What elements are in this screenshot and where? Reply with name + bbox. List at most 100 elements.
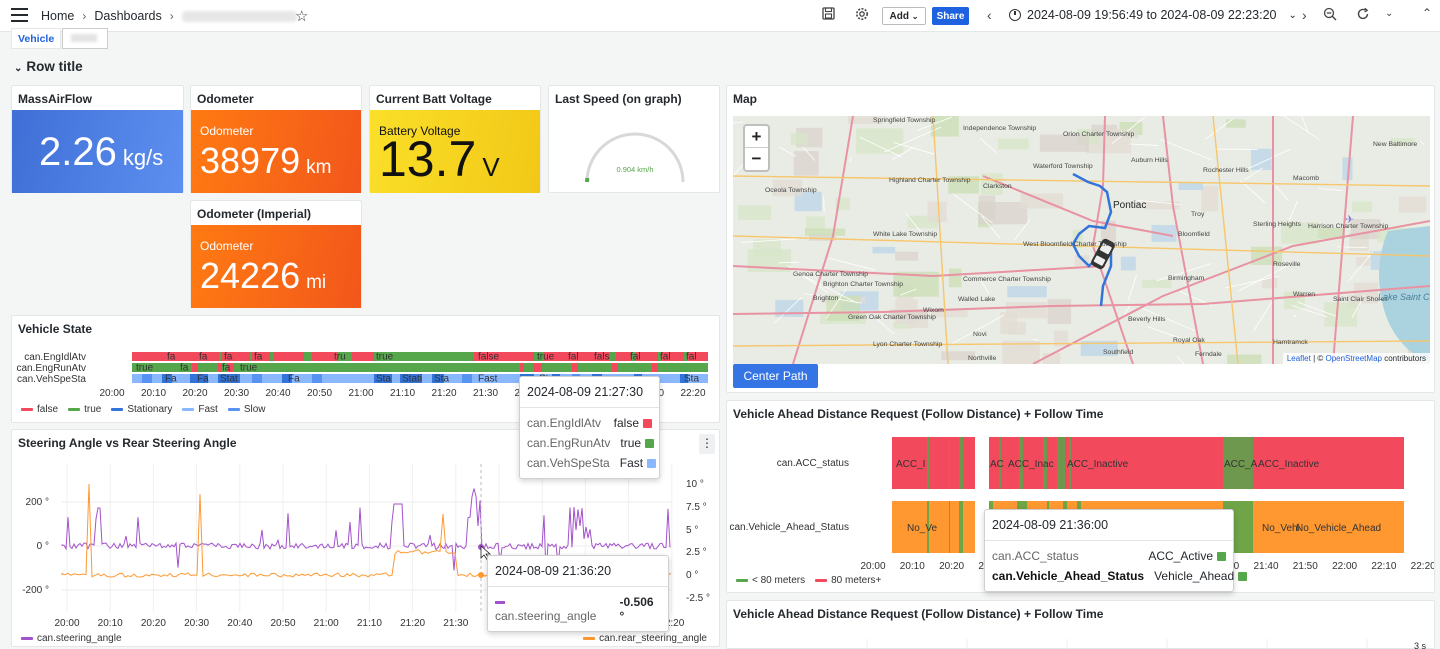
chevron-right-icon: › [169, 9, 174, 23]
refresh-icon[interactable] [1356, 7, 1370, 24]
map-attribution: Leaflet | © OpenStreetMap contributors [1282, 353, 1430, 364]
map-place-label: Commerce Charter Township [963, 276, 1051, 283]
map-place-label: Royal Oak [1173, 337, 1205, 344]
zoom-out-button[interactable]: − [751, 149, 762, 168]
refresh-interval-chevron-icon[interactable]: ⌄ [1385, 8, 1394, 19]
y-tick-label-right: 7.5 ° [686, 502, 707, 513]
panel-follow-distance: Vehicle Ahead Distance Request (Follow D… [726, 400, 1435, 593]
x-tick-label: 21:20 [431, 388, 456, 399]
gear-icon[interactable] [855, 7, 869, 24]
time-range-text: 2024-08-09 19:56:49 to 2024-08-09 22:23:… [1027, 8, 1277, 22]
legend-item[interactable]: < 80 meters [736, 575, 805, 586]
row-label: can.Vehicle_Ahead_Status [729, 522, 849, 533]
segment-label: ACC_I [896, 459, 925, 470]
segment-label: Sta [684, 374, 699, 385]
row-label: can.EngRunAtv [17, 363, 87, 374]
steering-line [61, 488, 671, 575]
y-tick-label-right: -2.5 ° [686, 593, 710, 604]
panel-title: Vehicle Ahead Distance Request (Follow D… [733, 407, 1104, 421]
segment-label: Fa [165, 374, 177, 385]
add-button[interactable]: Add ⌄ [882, 7, 926, 25]
menu-icon[interactable] [11, 8, 28, 22]
legend-item[interactable]: Stationary [111, 404, 172, 415]
time-back-icon[interactable]: ‹ [987, 7, 992, 23]
star-icon[interactable]: ☆ [295, 8, 309, 25]
segment-label: AC [990, 459, 1004, 470]
breadcrumb-dashboard-title[interactable] [181, 10, 297, 22]
segment-label: fa [167, 352, 176, 363]
legend-item[interactable]: Fast [182, 404, 218, 415]
clock-icon [1009, 9, 1021, 21]
panel-follow-distance-2: Vehicle Ahead Distance Request (Follow D… [726, 600, 1435, 649]
panel-map: Map [726, 85, 1435, 393]
leaflet-link[interactable]: Leaflet [1286, 354, 1311, 363]
center-path-button[interactable]: Center Path [733, 364, 818, 388]
map-place-label: Clarkston [983, 183, 1012, 190]
map-place-label: Springfield Township [873, 117, 935, 124]
legend: false true Stationary Fast Slow [21, 404, 266, 415]
segment-label: Stati [402, 374, 422, 385]
panel-menu-icon[interactable]: ⋮ [699, 434, 715, 454]
panel-odometer-imperial: Odometer (Imperial) Odometer 24226 mi [190, 200, 362, 308]
legend-item[interactable]: Slow [227, 404, 266, 415]
segment-label: Fast [478, 374, 498, 385]
segment-label: Fa [197, 374, 209, 385]
x-tick-label: 22:20 [680, 388, 705, 399]
tooltip-row: can.EngIdlAtv false [520, 413, 659, 433]
map-place-label: Hamtramck [1273, 339, 1308, 346]
breadcrumb-home[interactable]: Home [41, 9, 75, 23]
x-tick-label: 20:20 [939, 561, 964, 572]
row-label: can.VehSpeSta [17, 374, 86, 385]
zoom-out-icon[interactable] [1323, 7, 1337, 24]
map-place-label: Waterford Township [1033, 163, 1093, 170]
row-title[interactable]: ⌄ Row title [14, 59, 83, 74]
segment-label: No_Vehi [1262, 523, 1300, 534]
map-place-label: Pontiac [1113, 200, 1146, 211]
map-place-label: Southfield [1103, 349, 1133, 356]
segment-label: fals [594, 352, 610, 363]
stat-value-box: 2.26 kg/s [12, 110, 183, 193]
x-tick-label: 21:00 [314, 618, 339, 629]
variable-select-vehicle[interactable] [62, 28, 109, 49]
legend: can.rear_steering_angle [583, 633, 707, 644]
map-place-label: Brighton Charter Township [823, 281, 903, 288]
segment-label: ACC_Inactive [1067, 459, 1129, 470]
map-place-label: Orion Charter Township [1063, 131, 1134, 138]
share-button[interactable]: Share [932, 7, 969, 25]
time-forward-icon[interactable]: › [1302, 7, 1307, 23]
save-icon[interactable] [822, 7, 835, 23]
x-tick-label: 22:20 [659, 618, 684, 629]
chevron-up-icon[interactable]: ⌃ [1422, 6, 1433, 20]
stat-value: 13.7 V [379, 131, 500, 187]
breadcrumb: Home › Dashboards › [41, 9, 297, 23]
osm-link[interactable]: OpenStreetMap [1325, 354, 1382, 363]
map-place-label: Macomb [1293, 175, 1319, 182]
legend-steering[interactable]: can.steering_angle [21, 633, 122, 644]
tooltip-row: can.VehSpeSta Fast [520, 453, 659, 473]
x-tick-label: 20:40 [227, 618, 252, 629]
map-place-label: Warren [1293, 291, 1315, 298]
legend-item[interactable]: false [21, 404, 58, 415]
panel-title: MassAirFlow [18, 92, 93, 106]
x-tick-label: 20:10 [900, 561, 925, 572]
x-tick-label: 21:40 [1253, 561, 1278, 572]
panel-massairflow: MassAirFlow 2.26 kg/s [11, 85, 184, 193]
map-canvas[interactable]: ✈ Springfield Township Independence Towns… [733, 116, 1430, 364]
segment-label: fa [180, 363, 189, 374]
legend-item[interactable]: true [68, 404, 101, 415]
follow-timeline[interactable]: can.ACC_status can.Vehicle_Ahead_Status AC… [727, 431, 1434, 576]
x-tick-label: 21:20 [400, 618, 425, 629]
breadcrumb-dashboards[interactable]: Dashboards [94, 9, 162, 23]
steering-graph[interactable]: 20:00 20:10 20:20 20:30 20:40 20:50 21:00 21:10… [12, 454, 719, 634]
map-place-label: West Bloomfield Charter Township [1023, 241, 1127, 248]
time-range-picker[interactable]: 2024-08-09 19:56:49 to 2024-08-09 22:23:… [1009, 8, 1297, 22]
segment-label: ACC_Inac [1008, 459, 1054, 470]
variables-bar: Vehicle [11, 28, 109, 49]
panel-title: Vehicle State [18, 322, 93, 336]
segment-label: Sta [376, 374, 391, 385]
legend-rear-steering[interactable]: can.rear_steering_angle [583, 633, 707, 644]
zoom-in-button[interactable]: + [745, 126, 768, 148]
chevron-right-icon: › [82, 9, 87, 23]
panel-last-speed: Last Speed (on graph) 0.904 km/h [548, 85, 720, 193]
legend-item[interactable]: 80 meters+ [815, 575, 881, 586]
